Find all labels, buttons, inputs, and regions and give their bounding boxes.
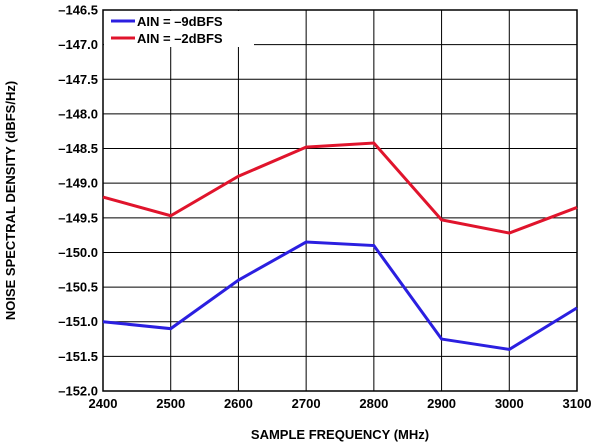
y-tick-label: –147.5 <box>58 72 98 87</box>
x-tick-label: 3100 <box>563 396 592 411</box>
legend-label-ain-2dbfs: AIN = –2dBFS <box>137 31 223 46</box>
y-tick-label: –150.0 <box>58 245 98 260</box>
y-tick-label: –148.5 <box>58 141 98 156</box>
y-tick-label: –149.5 <box>58 210 98 225</box>
series-line-0 <box>102 240 578 352</box>
y-tick-label: –151.5 <box>58 349 98 364</box>
x-tick-label: 2700 <box>292 396 321 411</box>
x-tick-label: 2800 <box>359 396 388 411</box>
y-tick-label: –147.0 <box>58 37 98 52</box>
x-tick-label: 2600 <box>224 396 253 411</box>
y-axis-title: NOISE SPECTRAL DENSITY (dBFS/Hz) <box>3 81 18 320</box>
x-tick-labels: 2400 2500 2600 2700 2800 2900 3000 3100 <box>89 396 592 411</box>
legend-box <box>104 11 254 47</box>
series-layer <box>102 141 578 352</box>
y-tick-labels: –146.5 –147.0 –147.5 –148.0 –148.5 –149.0 –149… <box>58 3 98 399</box>
plot-frame <box>102 9 578 392</box>
y-tick-label: –148.0 <box>58 106 98 121</box>
x-tick-label: 3000 <box>495 396 524 411</box>
series-line-1 <box>102 141 578 235</box>
x-tick-label: 2400 <box>89 396 118 411</box>
y-tick-label: –150.5 <box>58 280 98 295</box>
x-tick-label: 2900 <box>427 396 456 411</box>
x-tick-label: 2500 <box>156 396 185 411</box>
y-tick-label: –151.0 <box>58 314 98 329</box>
legend-label-ain-9dbfs: AIN = –9dBFS <box>137 14 223 29</box>
y-tick-label: –146.5 <box>58 3 98 18</box>
legend: AIN = –9dBFS AIN = –2dBFS <box>104 11 254 47</box>
grid-lines <box>103 10 577 391</box>
y-tick-label: –152.0 <box>58 384 98 399</box>
y-tick-label: –149.0 <box>58 176 98 191</box>
x-axis-title: SAMPLE FREQUENCY (MHz) <box>251 427 429 442</box>
